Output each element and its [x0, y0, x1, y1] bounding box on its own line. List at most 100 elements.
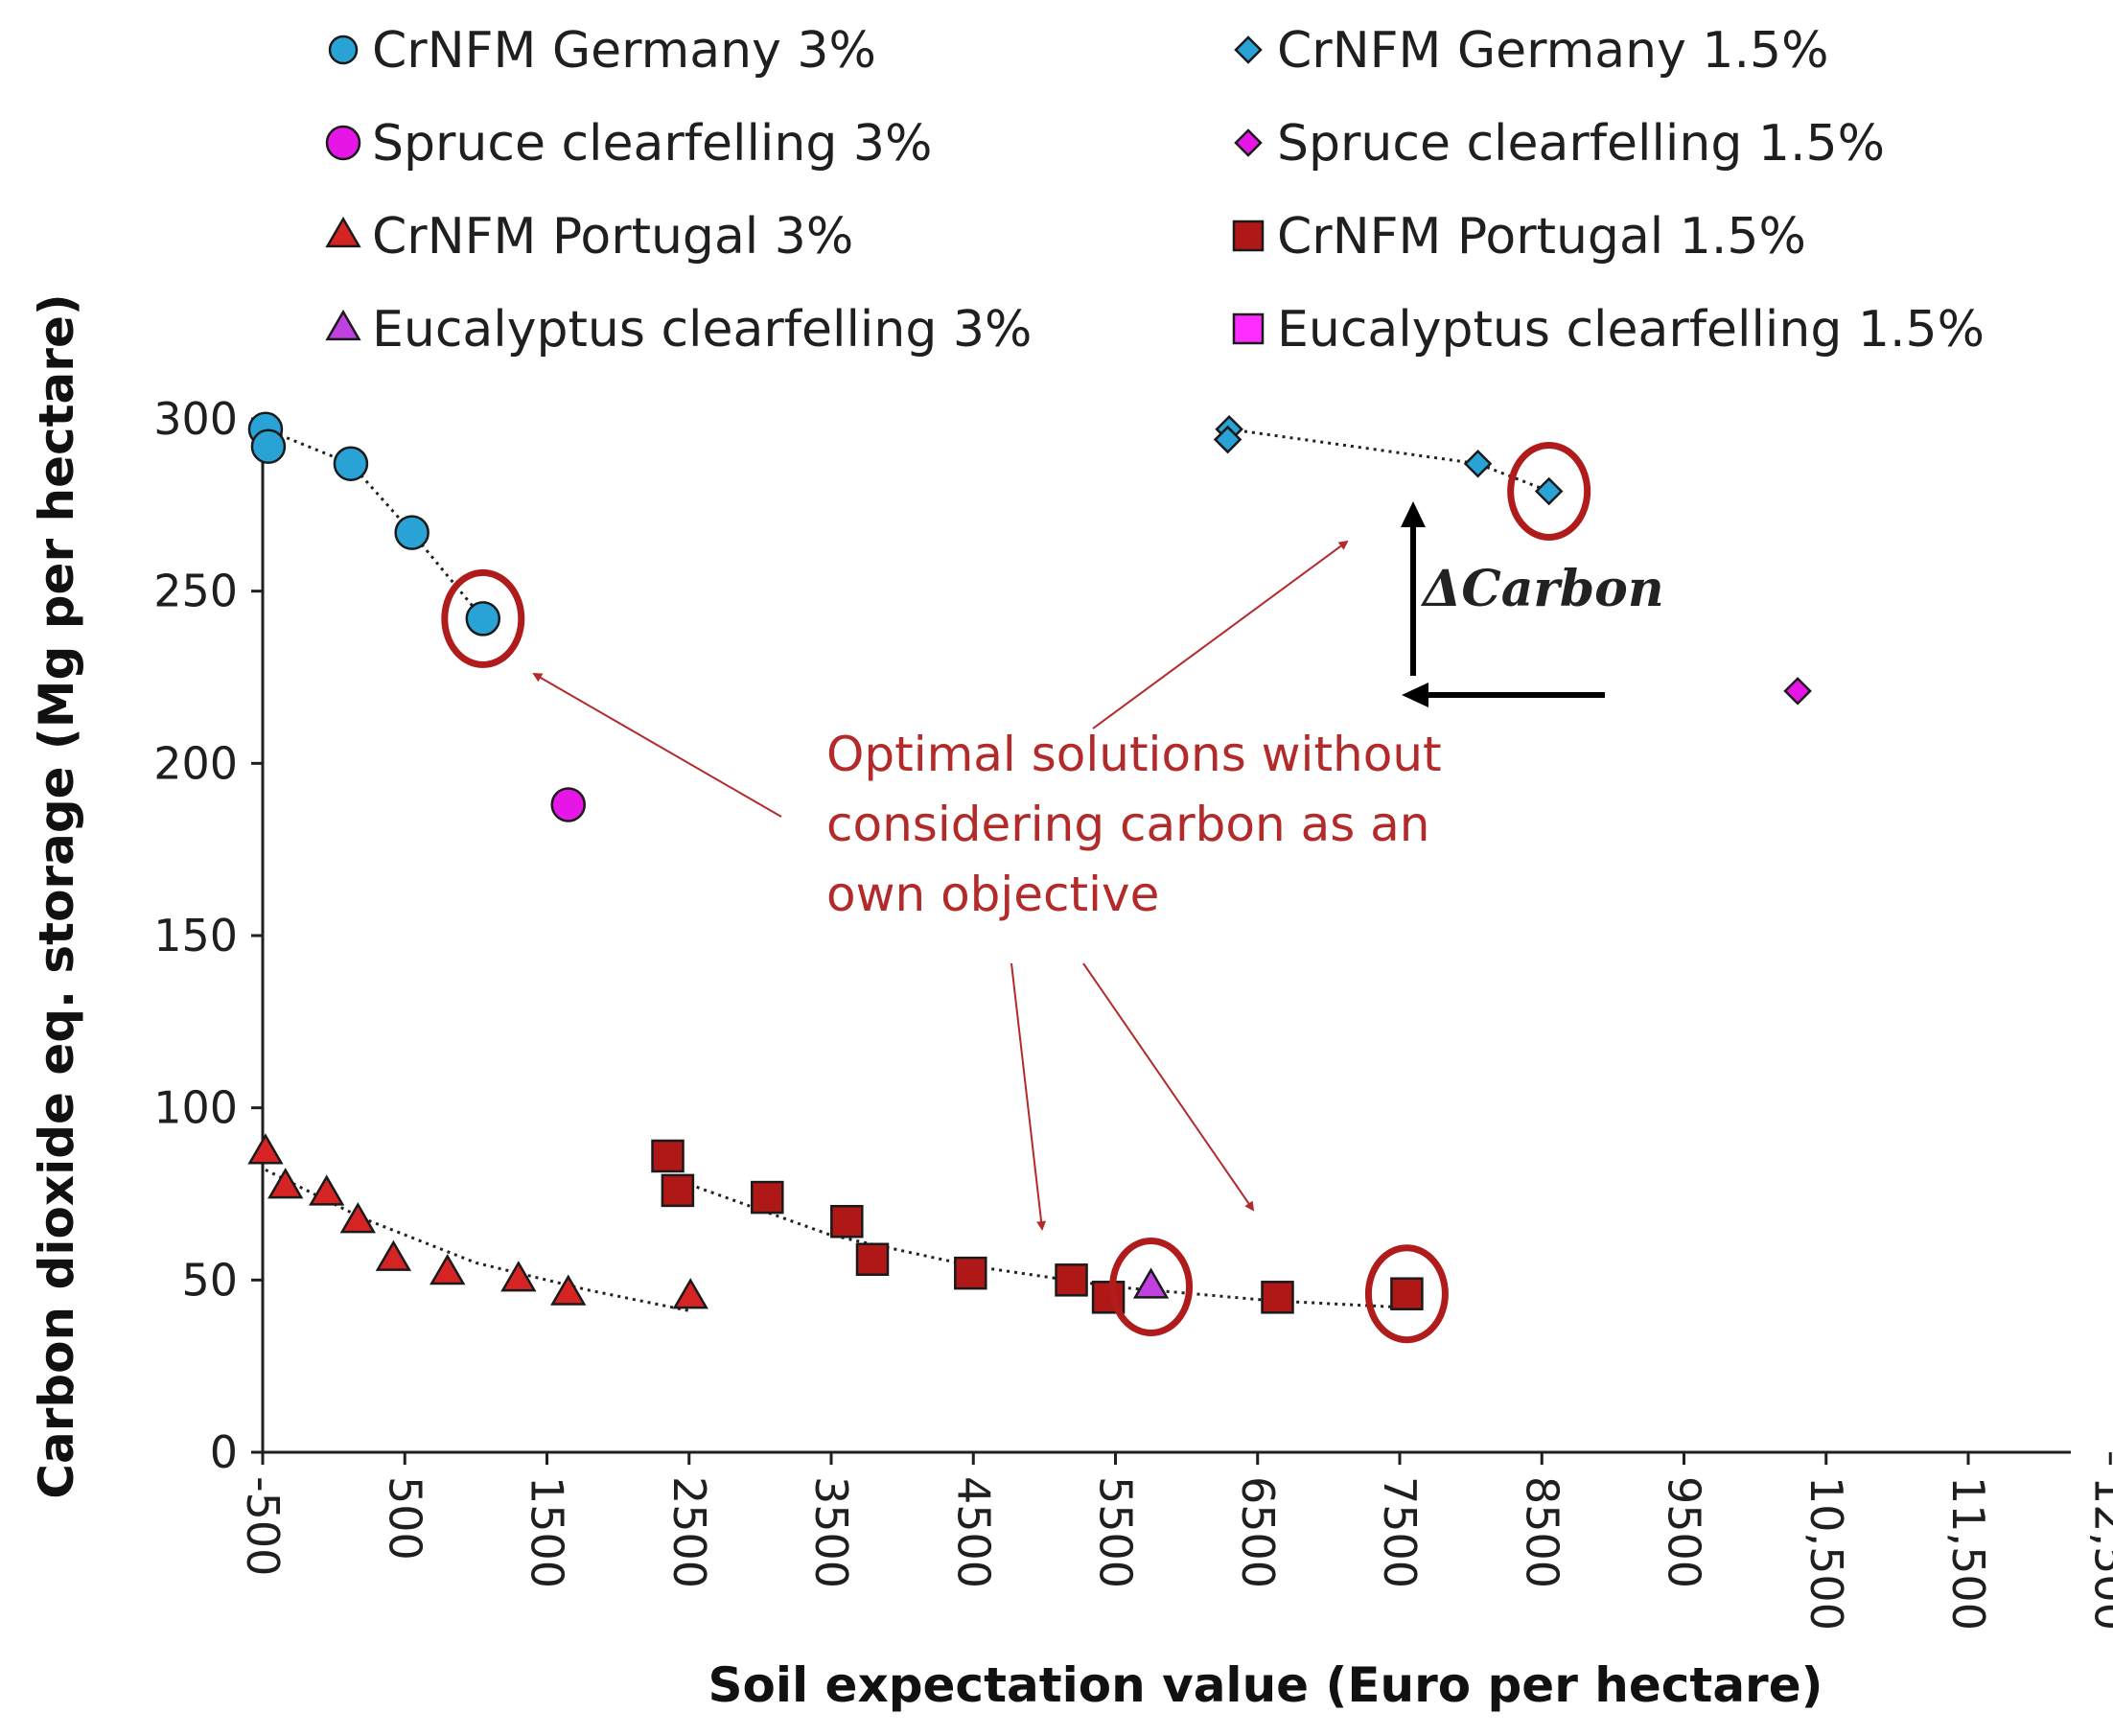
annotation-arrow-germany-3	[532, 672, 782, 818]
data-point	[661, 1173, 695, 1208]
x-tick-label: 5500	[1090, 1476, 1142, 1588]
highlight-circle	[1364, 1244, 1449, 1344]
legend-label: CrNFM Portugal 1.5%	[1277, 208, 1806, 266]
data-point	[550, 1274, 587, 1306]
data-point	[1261, 1281, 1294, 1314]
legend-marker	[325, 125, 361, 161]
y-tick-label: 200	[153, 737, 238, 789]
x-tick-label: 500	[379, 1476, 430, 1561]
y-tick-label: 100	[153, 1082, 238, 1134]
highlight-circle	[1109, 1238, 1194, 1337]
x-tick-label: 1500	[522, 1476, 573, 1588]
data-point	[333, 446, 369, 481]
legend-marker	[1234, 128, 1263, 157]
x-axis-title: Soil expectation value (Euro per hectare…	[708, 1657, 1823, 1713]
data-point	[651, 1139, 685, 1173]
y-tick-label: 250	[153, 566, 238, 617]
legend-item-spruce-clearfelling-1-5: Spruce clearfelling 1.5%	[1234, 115, 1885, 173]
x-ticks: -500 500 1500 2500 3500 4500 5500 6500 7500 8500 9…	[237, 1452, 2113, 1631]
data-point	[465, 601, 501, 637]
data-point	[1213, 425, 1242, 454]
trendline-crnfm-germany-1-5	[1228, 428, 1550, 493]
x-tick-label: 4500	[947, 1476, 999, 1588]
annotation-arrow-germany-1-5	[1092, 540, 1349, 729]
data-point	[375, 1239, 412, 1271]
data-point	[1055, 1263, 1088, 1297]
x-tick-label: 8500	[1516, 1476, 1567, 1588]
data-point	[430, 1253, 466, 1285]
annotation-line-1: Optimal solutions without	[826, 727, 1442, 782]
x-tick-label: 12,500	[2084, 1476, 2113, 1631]
data-point	[1390, 1277, 1424, 1310]
optimal-solutions-annotation: Optimal solutions without considering ca…	[532, 540, 1457, 1231]
legend-item-crnfm-portugal-3: CrNFM Portugal 3%	[325, 208, 853, 266]
y-tick-label: 0	[210, 1426, 238, 1478]
legend-label: Eucalyptus clearfelling 3%	[372, 301, 1032, 359]
series-eucalyptus-clearfelling-3	[1132, 1267, 1170, 1299]
legend-label: Spruce clearfelling 3%	[372, 115, 932, 173]
data-point	[1463, 449, 1493, 478]
series-crnfm-portugal-1-5	[651, 1139, 1424, 1314]
series-crnfm-germany-3	[247, 411, 501, 637]
data-point	[830, 1204, 864, 1238]
data-point	[394, 515, 430, 550]
highlight-circle	[441, 568, 525, 668]
data-point	[1534, 476, 1564, 506]
legend-marker	[325, 216, 361, 248]
highlight-circle	[1507, 441, 1591, 541]
svg-text:Optimal solutions without: Optimal solutions without considering ca…	[826, 727, 1457, 922]
data-point	[550, 787, 586, 822]
delta-carbon-label: ΔCarbon	[1420, 560, 1664, 618]
legend-label: Eucalyptus clearfelling 1.5%	[1277, 301, 1985, 359]
data-point	[1132, 1267, 1170, 1299]
legend-item-eucalyptus-clearfelling-1-5: Eucalyptus clearfelling 1.5%	[1232, 301, 1985, 359]
x-tick-label: 3500	[805, 1476, 857, 1588]
trendline-crnfm-germany-3	[265, 428, 484, 620]
legend-item-crnfm-germany-3: CrNFM Germany 3%	[328, 22, 876, 80]
data-point	[855, 1242, 890, 1277]
data-point	[1783, 677, 1812, 706]
annotation-line-2: considering carbon as an	[826, 797, 1430, 852]
x-tick-label: 7500	[1374, 1476, 1426, 1588]
legend-marker	[325, 309, 361, 341]
data-point	[247, 1133, 284, 1165]
data-point	[339, 1202, 376, 1234]
legend: CrNFM Germany 3% CrNFM Germany 1.5% Spruce…	[325, 22, 1985, 359]
delta-arrowhead-horizontal	[1402, 683, 1428, 707]
legend-label: Spruce clearfelling 1.5%	[1277, 115, 1885, 173]
y-tick-label: 300	[153, 393, 238, 445]
series-crnfm-germany-1-5	[1213, 415, 1564, 506]
y-ticks: 0 50 100 150 200 250 300	[153, 393, 263, 1478]
x-tick-label: 6500	[1232, 1476, 1284, 1588]
legend-marker	[328, 35, 359, 65]
x-tick-label: 10,500	[1800, 1476, 1852, 1631]
optimal-highlights	[441, 441, 1591, 1344]
annotation-line-3: own objective	[826, 867, 1159, 922]
data-point	[267, 1168, 304, 1199]
legend-item-crnfm-germany-1-5: CrNFM Germany 1.5%	[1234, 22, 1829, 80]
legend-label: CrNFM Germany 3%	[372, 22, 876, 80]
data-points	[247, 411, 1812, 1314]
x-tick-label: 11,500	[1942, 1476, 1994, 1631]
y-axis-title: Carbon dioxide eq. storage (Mg per hecta…	[29, 293, 84, 1498]
series-spruce-clearfelling-1-5	[1783, 677, 1812, 706]
legend-item-crnfm-portugal-1-5: CrNFM Portugal 1.5%	[1232, 208, 1806, 266]
delta-carbon-annotation: ΔCarbon	[1401, 501, 1664, 707]
legend-marker	[1232, 312, 1265, 345]
legend-label: CrNFM Germany 1.5%	[1277, 22, 1829, 80]
annotation-arrow-eucalyptus-3	[1010, 962, 1047, 1231]
series-spruce-clearfelling-3	[550, 787, 586, 822]
data-point	[672, 1278, 708, 1309]
data-point	[309, 1174, 345, 1206]
y-tick-label: 150	[153, 910, 238, 961]
x-tick-label: 9500	[1659, 1476, 1710, 1588]
data-point	[250, 428, 287, 464]
data-point	[500, 1261, 537, 1292]
legend-item-spruce-clearfelling-3: Spruce clearfelling 3%	[325, 115, 932, 173]
delta-arrowhead-vertical	[1401, 501, 1426, 527]
legend-label: CrNFM Portugal 3%	[372, 208, 853, 266]
data-point	[954, 1256, 987, 1290]
y-tick-label: 50	[181, 1254, 238, 1306]
annotation-arrow-portugal-1-5	[1082, 962, 1255, 1212]
